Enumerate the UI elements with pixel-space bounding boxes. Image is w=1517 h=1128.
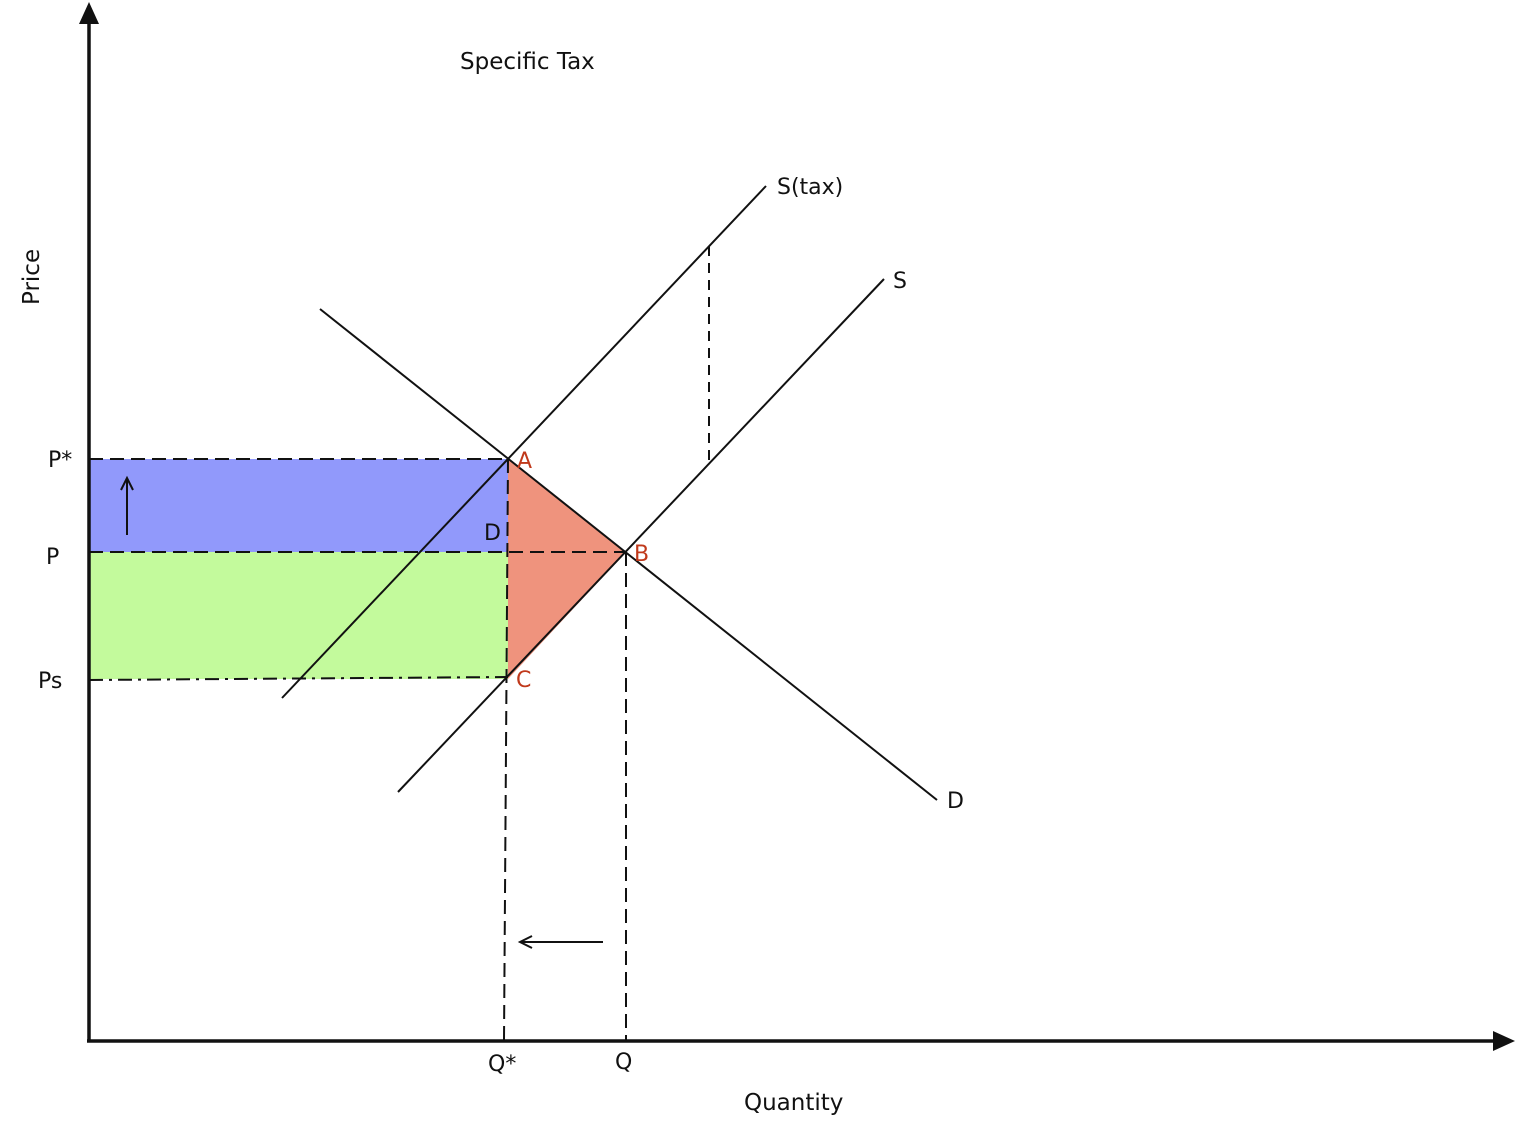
y-axis: [79, 2, 99, 1041]
q-star-label: Q*: [488, 1052, 516, 1077]
point-a-label: A: [517, 449, 532, 474]
quantity-decrease-arrow: [517, 935, 603, 949]
ps-label: Ps: [38, 669, 62, 694]
point-c-label: C: [516, 668, 531, 693]
supply-curve: [397, 278, 885, 793]
x-axis: [87, 1031, 1515, 1051]
point-b-label: B: [634, 542, 649, 567]
deadweight-loss-triangle: [508, 459, 626, 679]
point-d-label: D: [484, 521, 501, 546]
p-star-label: P*: [48, 448, 72, 473]
supply-tax-label: S(tax): [777, 175, 843, 200]
supply-label: S: [893, 269, 907, 294]
demand-label: D: [947, 789, 964, 814]
p-label: P: [46, 545, 59, 570]
supply-tax-curve: [281, 185, 767, 699]
x-axis-label: Quantity: [744, 1090, 843, 1116]
demand-curve: [319, 308, 938, 801]
consumer-tax-burden-area: [89, 459, 508, 552]
diagram-title: Specific Tax: [460, 49, 595, 75]
ps-guide-line: [88, 676, 509, 681]
producer-tax-burden-area: [89, 552, 508, 679]
y-axis-label: Price: [19, 249, 45, 305]
q-label: Q: [615, 1050, 632, 1075]
q-star-guide-line: [503, 458, 509, 1041]
price-increase-arrow: [120, 475, 134, 535]
